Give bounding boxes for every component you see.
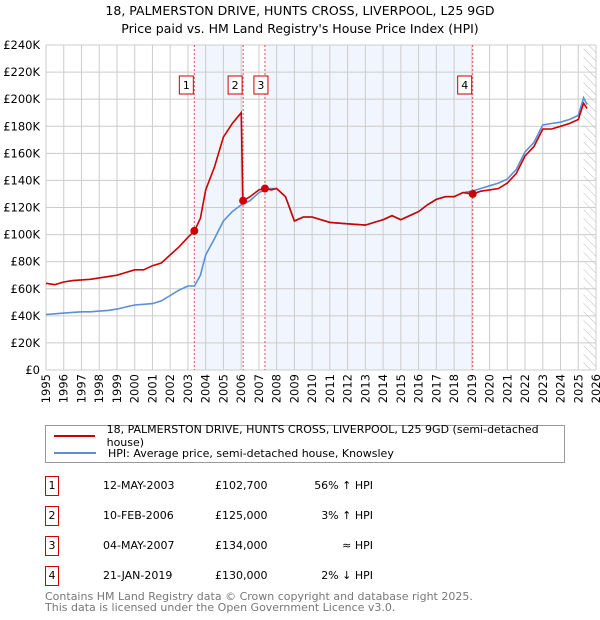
y-tick-label: £120K <box>3 201 40 215</box>
chart-title: 18, PALMERSTON DRIVE, HUNTS CROSS, LIVER… <box>105 3 495 18</box>
sale-marker-box: 4 <box>45 566 59 586</box>
x-tick-label: 2019 <box>465 374 479 403</box>
x-tick-label: 1996 <box>57 374 71 403</box>
sale-point <box>468 189 477 198</box>
x-tick-label: 2008 <box>270 374 284 403</box>
sale-label: 1 <box>183 79 190 92</box>
sale-marker-box: 1 <box>45 476 59 496</box>
sale-marker-box: 2 <box>45 506 59 526</box>
footer: Contains HM Land Registry data © Crown c… <box>45 591 473 613</box>
y-tick-label: £240K <box>3 38 40 52</box>
legend-item-property: 18, PALMERSTON DRIVE, HUNTS CROSS, LIVER… <box>54 423 564 449</box>
y-tick-label: £220K <box>3 65 40 79</box>
x-tick-label: 2022 <box>518 374 532 403</box>
y-tick-label: £200K <box>3 92 40 106</box>
property-price-line <box>45 101 588 286</box>
x-tick-label: 2009 <box>287 374 301 403</box>
table-row: 2 10-FEB-2006 £125,000 3% ↑ HPI <box>45 506 565 526</box>
y-tick-label: £180K <box>3 119 40 133</box>
sale-price: £125,000 <box>215 509 268 522</box>
sale-label-box <box>227 75 243 95</box>
x-tick-label: 1997 <box>74 374 88 403</box>
x-tick-label: 2013 <box>358 374 372 403</box>
sale-date: 21-JAN-2019 <box>103 569 173 582</box>
sale-label: 4 <box>461 79 468 92</box>
sale-label-box <box>457 75 473 95</box>
y-tick-label: £160K <box>3 146 40 160</box>
y-tick-label: £80K <box>11 255 41 269</box>
sale-label: 2 <box>232 79 239 92</box>
x-tick-label: 2012 <box>341 374 355 403</box>
x-tick-label: 2023 <box>536 374 550 403</box>
x-tick-label: 2020 <box>483 374 497 403</box>
x-tick-label: 2003 <box>181 374 195 403</box>
x-tick-label: 2018 <box>447 374 461 403</box>
legend-label: 18, PALMERSTON DRIVE, HUNTS CROSS, LIVER… <box>106 423 539 449</box>
table-row: 4 21-JAN-2019 £130,000 2% ↓ HPI <box>45 566 565 586</box>
x-tick-label: 2017 <box>429 374 443 403</box>
sale-point <box>239 196 248 205</box>
x-tick-label: 2011 <box>323 374 337 403</box>
x-tick-label: 2025 <box>571 374 585 403</box>
x-tick-label: 2001 <box>145 374 159 403</box>
x-tick-label: 2007 <box>252 374 266 403</box>
table-row: 1 12-MAY-2003 £102,700 56% ↑ HPI <box>45 476 565 496</box>
x-tick-label: 2015 <box>394 374 408 403</box>
x-tick-label: 2005 <box>216 374 230 403</box>
y-tick-label: £0 <box>25 363 40 377</box>
sale-price: £130,000 <box>215 569 268 582</box>
y-tick-label: £140K <box>3 173 40 187</box>
sale-label-box <box>253 75 269 95</box>
x-tick-label: 1998 <box>92 374 106 403</box>
price-chart: 1995 1996 1997 1998 1999 2000 2001 2002 2003 2004… <box>3 38 600 403</box>
sale-price: £134,000 <box>215 539 268 552</box>
legend-swatch-red <box>54 435 95 437</box>
legend-item-hpi: HPI: Average price, semi-detached house,… <box>54 445 394 461</box>
y-tick-label: £40K <box>11 309 41 323</box>
sale-label-box <box>178 75 194 95</box>
x-tick-label: 2026 <box>589 374 600 403</box>
sale-marker-box: 3 <box>45 536 59 556</box>
hpi-relation: 3% ↑ HPI <box>321 509 373 522</box>
chart-subtitle: Price paid vs. HM Land Registry's House … <box>121 21 479 36</box>
x-tick-label: 2004 <box>199 374 213 403</box>
x-tick-label: 2010 <box>305 374 319 403</box>
table-row: 3 04-MAY-2007 £134,000 ≈ HPI <box>45 536 565 556</box>
x-tick-label: 1999 <box>110 374 124 403</box>
hpi-relation: 2% ↓ HPI <box>321 569 373 582</box>
x-tick-label: 2006 <box>234 374 248 403</box>
sale-date: 10-FEB-2006 <box>103 509 174 522</box>
y-tick-label: £60K <box>11 282 41 296</box>
x-tick-label: 1995 <box>39 374 53 403</box>
x-tick-label: 2014 <box>376 374 390 403</box>
legend-label: HPI: Average price, semi-detached house,… <box>108 446 394 460</box>
x-tick-label: 2002 <box>163 374 177 403</box>
sale-date: 04-MAY-2007 <box>103 539 175 552</box>
hpi-relation: ≈ HPI <box>342 539 373 552</box>
footer-copyright: Contains HM Land Registry data © Crown c… <box>45 590 473 603</box>
y-tick-label: £20K <box>11 336 41 350</box>
hpi-relation: 56% ↑ HPI <box>314 479 373 492</box>
legend-swatch-blue <box>54 452 96 454</box>
sale-price: £102,700 <box>215 479 268 492</box>
sale-date: 12-MAY-2003 <box>103 479 175 492</box>
legend: 18, PALMERSTON DRIVE, HUNTS CROSS, LIVER… <box>45 423 565 463</box>
x-tick-label: 2000 <box>128 374 142 403</box>
x-tick-label: 2016 <box>412 374 426 403</box>
sale-point <box>190 226 199 235</box>
sale-point <box>260 184 269 193</box>
x-tick-label: 2024 <box>554 374 568 403</box>
x-tick-label: 2021 <box>500 374 514 403</box>
sale-label: 3 <box>257 79 264 92</box>
footer-licence: This data is licensed under the Open Gov… <box>45 601 396 614</box>
y-tick-label: £100K <box>3 228 40 242</box>
